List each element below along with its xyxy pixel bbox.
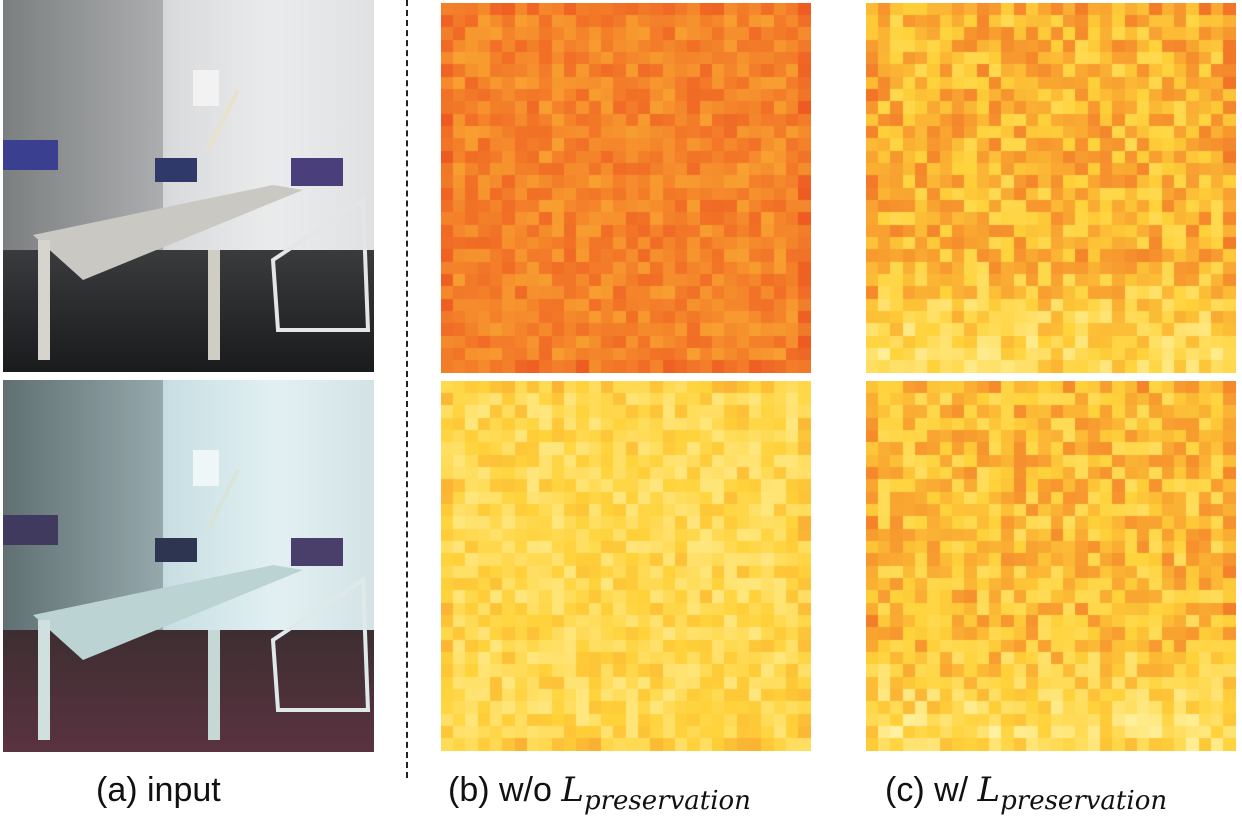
caption-b-text: (b) w/o bbox=[448, 771, 552, 809]
heatmap-without-loss-top bbox=[441, 3, 811, 373]
loss-symbol: L bbox=[977, 770, 1001, 810]
heatmap-with-loss-bottom bbox=[866, 381, 1236, 751]
caption-a: (a) input bbox=[96, 770, 221, 810]
caption-c-text: (c) w/ bbox=[885, 771, 969, 809]
caption-b: (b) w/o Lpreservation bbox=[448, 770, 751, 816]
loss-symbol: L bbox=[561, 770, 584, 810]
input-photo-top bbox=[3, 0, 374, 372]
dashed-divider bbox=[406, 0, 408, 778]
loss-subscript: preservation bbox=[1000, 786, 1168, 816]
loss-subscript: preservation bbox=[583, 786, 751, 816]
caption-c: (c) w/ Lpreservation bbox=[885, 770, 1168, 816]
input-photo-bottom bbox=[3, 380, 374, 752]
heatmap-without-loss-bottom bbox=[441, 381, 811, 751]
heatmap-with-loss-top bbox=[866, 3, 1236, 373]
room-scene-top-image bbox=[3, 0, 374, 372]
room-scene-bottom-image bbox=[3, 380, 374, 752]
caption-a-text: (a) input bbox=[96, 771, 221, 809]
